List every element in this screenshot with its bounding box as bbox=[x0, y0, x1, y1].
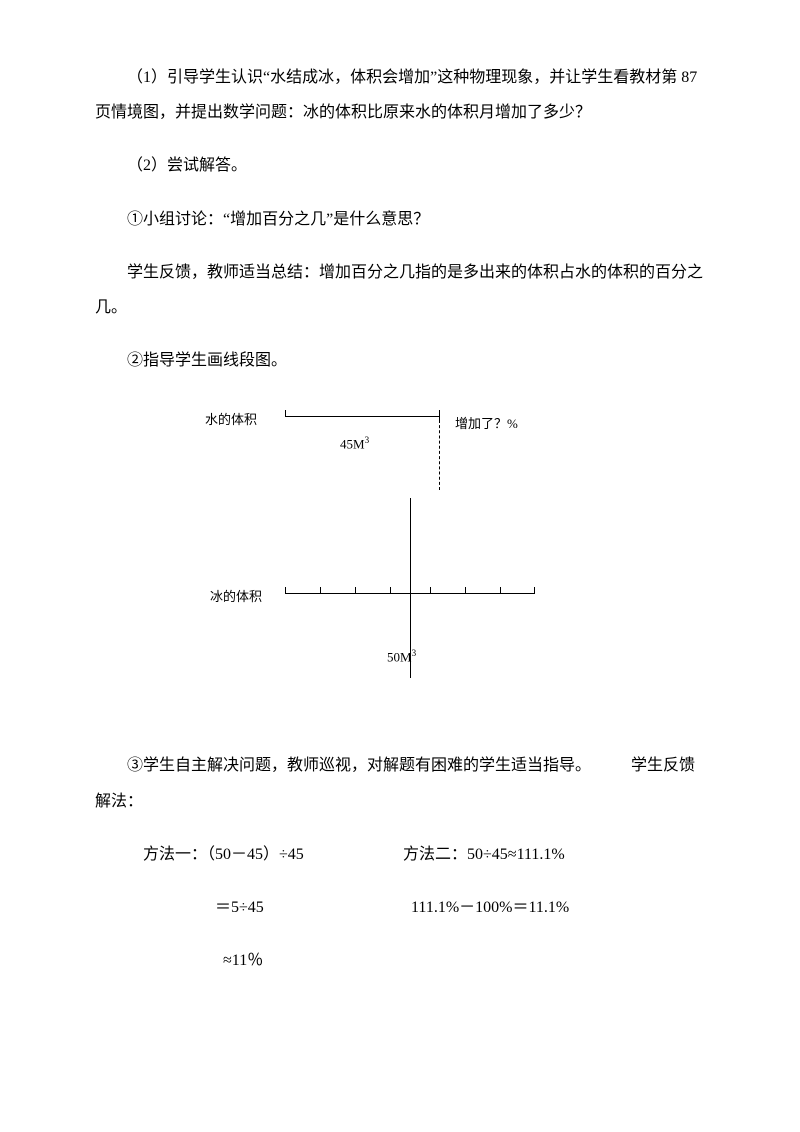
paragraph-5: ②指导学生画线段图。 bbox=[95, 343, 705, 378]
paragraph-6: ③学生自主解决问题，教师巡视，对解题有困难的学生适当指导。 学生反馈解法： bbox=[95, 748, 705, 818]
water-tick-start bbox=[285, 410, 286, 416]
increase-label: 增加了？% bbox=[455, 410, 518, 439]
ice-tick-6 bbox=[500, 587, 501, 593]
paragraph-3: ①小组讨论：“增加百分之几”是什么意思？ bbox=[95, 202, 705, 237]
paragraph-1: （1）引导学生认识“水结成冰，体积会增加”这种物理现象，并让学生看教材第 87 … bbox=[95, 60, 705, 130]
ice-line bbox=[285, 593, 535, 594]
paragraph-4: 学生反馈，教师适当总结：增加百分之几指的是多出来的体积占水的体积的百分之几。 bbox=[95, 255, 705, 325]
ice-tick-end bbox=[534, 587, 535, 593]
ice-tick-start bbox=[285, 587, 286, 593]
paragraph-2: （2）尝试解答。 bbox=[95, 148, 705, 183]
method2-line2: 111.1%－100%＝11.1% bbox=[411, 899, 569, 916]
method1-label: 方法一： bbox=[143, 846, 207, 863]
method1-line2: ＝5÷45 bbox=[215, 899, 264, 916]
method-row-2: ＝5÷45 111.1%－100%＝11.1% bbox=[95, 890, 705, 925]
method-row-1: 方法一：（50－45）÷45 方法二：50÷45≈111.1% bbox=[95, 837, 705, 872]
ice-tick-2 bbox=[355, 587, 356, 593]
dashed-line bbox=[439, 420, 440, 490]
water-volume-label: 水的体积 bbox=[205, 406, 257, 435]
water-tick-end bbox=[439, 410, 440, 420]
method1-line3-row: ≈11％ bbox=[95, 943, 705, 978]
ice-volume-label: 冰的体积 bbox=[210, 583, 262, 612]
ice-tick-3 bbox=[390, 587, 391, 593]
method2-line1: 50÷45≈111.1% bbox=[467, 846, 565, 863]
method1-line3: ≈11％ bbox=[223, 952, 263, 969]
ice-tick-4 bbox=[430, 587, 431, 593]
water-value-label: 45M3 bbox=[340, 430, 369, 459]
method2-label: 方法二： bbox=[403, 846, 467, 863]
ice-value-label: 50M3 bbox=[387, 643, 416, 672]
water-line bbox=[285, 416, 440, 417]
ice-tick-1 bbox=[320, 587, 321, 593]
line-segment-diagram: 水的体积 45M3 增加了？% 冰的体积 50M3 bbox=[95, 398, 705, 718]
method1-line1: （50－45）÷45 bbox=[207, 846, 304, 863]
ice-tick-5 bbox=[465, 587, 466, 593]
